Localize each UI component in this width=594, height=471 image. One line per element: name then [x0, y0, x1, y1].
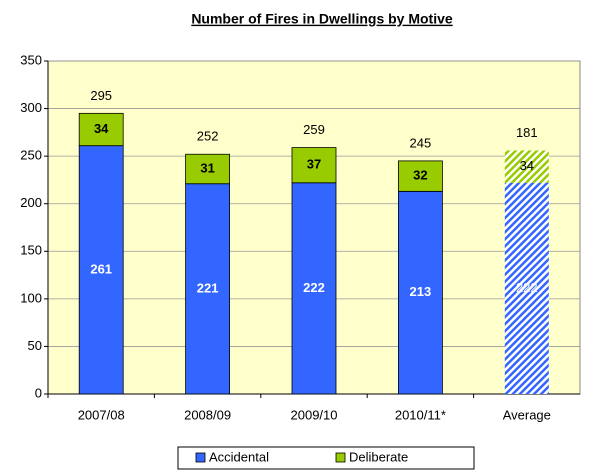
x-tick-label: 2009/10 — [291, 407, 338, 422]
bar-segment — [291, 182, 337, 395]
legend-box — [177, 446, 475, 470]
y-tick-label: 100 — [20, 290, 42, 305]
bar-segment — [504, 182, 549, 394]
total-label: 181 — [516, 125, 538, 140]
value-label: 34 — [94, 121, 109, 136]
y-tick-label: 200 — [20, 195, 42, 210]
y-tick-label: 150 — [20, 243, 42, 258]
value-label: 222 — [516, 280, 538, 295]
x-tick-label: 2010/11* — [395, 407, 446, 422]
x-tick-label: Average — [503, 407, 551, 422]
total-label: 259 — [303, 122, 325, 137]
bar-segment — [185, 153, 231, 185]
x-tick-label: 2007/08 — [78, 407, 125, 422]
legend-label: Accidental — [209, 449, 269, 464]
y-tick-label: 50 — [28, 338, 42, 353]
value-label: 261 — [90, 261, 112, 276]
value-label: 221 — [197, 280, 219, 295]
bar-segment — [397, 160, 443, 192]
value-label: 37 — [307, 157, 321, 172]
total-label: 295 — [90, 88, 112, 103]
legend-swatch — [195, 452, 206, 463]
x-tick-label: 2008/09 — [184, 407, 231, 422]
legend-swatch — [335, 452, 346, 463]
chart-title: Number of Fires in Dwellings by Motive — [191, 11, 453, 27]
bar-segment — [185, 183, 231, 395]
value-label: 222 — [303, 280, 325, 295]
legend-label: Deliberate — [349, 449, 408, 464]
bar-segment — [397, 190, 443, 395]
value-label: 32 — [413, 168, 427, 183]
total-label: 245 — [410, 135, 432, 150]
value-label: 34 — [520, 158, 534, 173]
y-tick-label: 0 — [35, 385, 42, 400]
y-tick-label: 250 — [20, 148, 42, 163]
total-label: 252 — [197, 129, 219, 144]
bar-segment — [78, 112, 124, 147]
value-label: 213 — [410, 284, 432, 299]
y-tick-label: 300 — [20, 100, 42, 115]
bar-segment — [504, 150, 549, 183]
y-tick-label: 350 — [20, 52, 42, 67]
value-label: 31 — [200, 160, 214, 175]
bar-segment — [291, 147, 337, 184]
